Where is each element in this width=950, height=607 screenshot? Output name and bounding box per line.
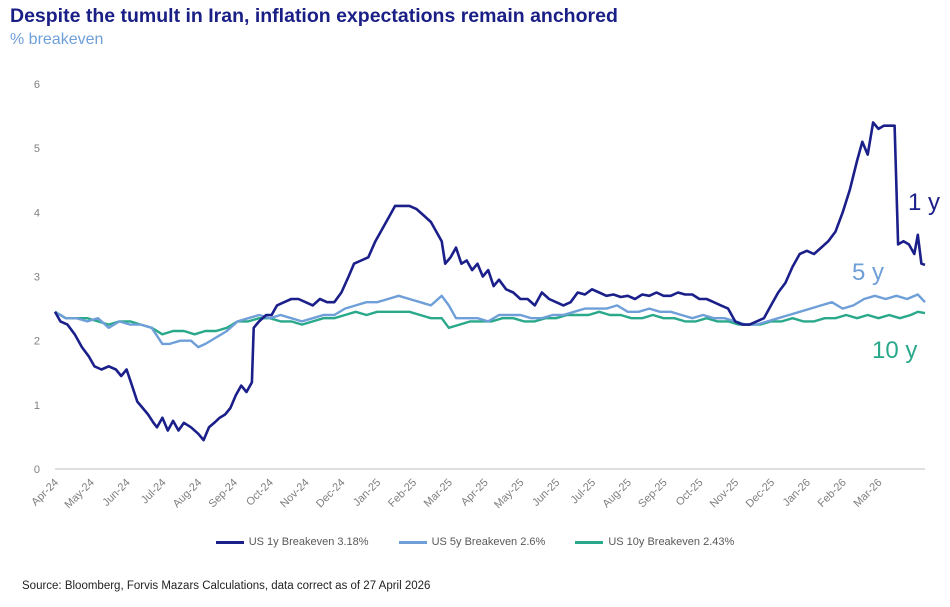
x-tick-label: May-25 [492, 477, 526, 511]
x-tick-label: Jul-24 [139, 477, 169, 507]
x-tick-label: Feb-26 [816, 477, 849, 510]
y-tick-label: 6 [34, 79, 40, 91]
x-tick-label: Jul-25 [568, 477, 598, 507]
x-tick-label: Sep-24 [207, 477, 241, 511]
y-tick-label: 4 [34, 207, 40, 219]
x-tick-label: Aug-24 [171, 477, 205, 511]
series-end-labels: 1 y 5 y 10 y [852, 189, 940, 364]
x-tick-label: Sep-25 [636, 477, 670, 511]
legend-label-10y: US 10y Breakeven 2.43% [608, 536, 735, 548]
x-tick-label: May-24 [62, 477, 96, 511]
y-tick-label: 3 [34, 272, 40, 284]
series-line-5y [54, 293, 926, 349]
y-tick-label: 2 [34, 336, 40, 348]
x-tick-label: Nov-24 [278, 477, 312, 511]
x-tick-label: Apr-24 [29, 477, 61, 509]
x-tick-label: Mar-25 [422, 477, 455, 510]
y-tick-label: 1 [34, 400, 40, 412]
legend-label-1y: US 1y Breakeven 3.18% [248, 536, 369, 548]
x-tick-label: Oct-24 [244, 477, 276, 509]
legend-item-10y: US 10y Breakeven 2.43% [575, 536, 734, 548]
series-lines [53, 121, 926, 442]
x-tick-label: Apr-25 [459, 477, 491, 509]
x-tick-label: Jan-26 [781, 477, 813, 509]
source-note: Source: Bloomberg, Forvis Mazars Calcula… [22, 580, 431, 592]
x-tick-label: Dec-24 [314, 477, 348, 511]
legend-swatch-10y [575, 540, 604, 544]
chart-title: Despite the tumult in Iran, inflation ex… [10, 5, 618, 27]
series-line-10y [54, 310, 926, 336]
x-tick-label: Nov-25 [708, 477, 742, 511]
x-tick-label: Jun-24 [100, 477, 132, 509]
end-label-1y: 1 y [908, 189, 940, 216]
x-tick-label: Mar-26 [851, 477, 884, 510]
legend-label-5y: US 5y Breakeven 2.6% [431, 536, 546, 548]
y-axis: 0 1 2 3 4 5 6 [34, 79, 40, 476]
y-tick-label: 5 [34, 143, 40, 155]
legend: US 1y Breakeven 3.18% US 5y Breakeven 2.… [0, 536, 950, 548]
x-tick-label: Feb-25 [386, 477, 419, 510]
legend-swatch-5y [398, 540, 427, 544]
x-tick-label: Dec-25 [744, 477, 778, 511]
series-line-1y [53, 121, 926, 442]
chart-subtitle: % breakeven [10, 31, 104, 48]
end-label-10y: 10 y [872, 337, 917, 364]
x-tick-label: Jun-25 [530, 477, 562, 509]
y-tick-label: 0 [34, 464, 40, 476]
x-tick-label: Jan-25 [351, 477, 383, 509]
legend-swatch-1y [215, 540, 244, 544]
x-tick-label: Aug-25 [600, 477, 634, 511]
legend-item-5y: US 5y Breakeven 2.6% [398, 536, 546, 548]
end-label-5y: 5 y [852, 259, 884, 286]
legend-item-1y: US 1y Breakeven 3.18% [215, 536, 369, 548]
x-tick-label: Oct-25 [674, 477, 706, 509]
x-axis: Apr-24 May-24 Jun-24 Jul-24 Aug-24 Sep-24 Oct-… [29, 468, 925, 511]
